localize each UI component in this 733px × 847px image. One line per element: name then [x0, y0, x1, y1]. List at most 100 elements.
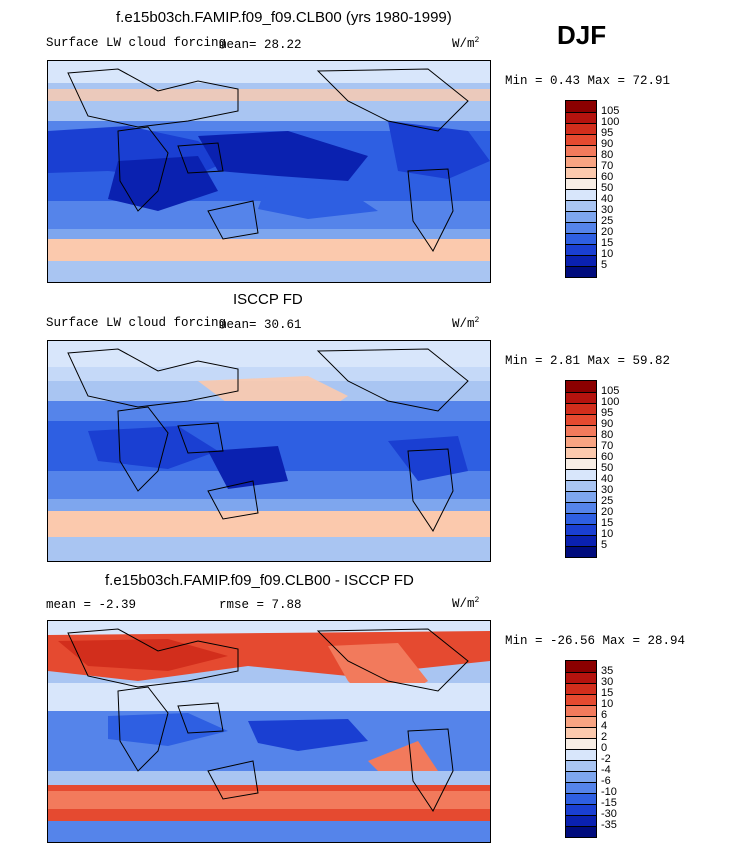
- colorbar-tick-label: 20: [601, 226, 614, 238]
- colorbar-swatch: [566, 661, 596, 672]
- colorbar-tick-label: -10: [601, 786, 617, 798]
- colorbar-tick-label: 25: [601, 215, 614, 227]
- panel3-rmse: rmse = 7.88: [219, 598, 302, 612]
- colorbar-swatch: [566, 392, 596, 403]
- panel2-units: W/m2: [452, 316, 480, 332]
- colorbar-swatch: [566, 491, 596, 502]
- colorbar-tick-label: 25: [601, 495, 614, 507]
- colorbar-swatch: [566, 178, 596, 189]
- colorbar-swatch: [566, 167, 596, 178]
- panel2-minmax: Min = 2.81 Max = 59.82: [505, 354, 671, 368]
- panel3-minmax: Min = -26.56 Max = 28.94: [505, 634, 686, 648]
- colorbar-tick-label: -15: [601, 797, 617, 809]
- colorbar-swatch: [566, 738, 596, 749]
- colorbar-swatch: [566, 222, 596, 233]
- panel3-units: W/m2: [452, 596, 480, 612]
- colorbar-swatch: [566, 381, 596, 392]
- colorbar-tick-label: 100: [601, 116, 620, 128]
- colorbar-tick-label: 50: [601, 182, 614, 194]
- panel1-variable: Surface LW cloud forcing: [46, 36, 227, 50]
- colorbar-tick-label: 2: [601, 731, 608, 743]
- colorbar-tick-label: 10: [601, 528, 614, 540]
- panel3-mean: mean = -2.39: [46, 598, 137, 612]
- colorbar-tick-label: 80: [601, 429, 614, 441]
- colorbar-swatch: [566, 266, 596, 277]
- colorbar-swatch: [566, 683, 596, 694]
- colorbar-tick-label: 70: [601, 160, 614, 172]
- colorbar-swatch: [566, 782, 596, 793]
- colorbar-tick-label: 15: [601, 687, 614, 699]
- colorbar-tick-label: -30: [601, 808, 617, 820]
- colorbar-swatch: [566, 804, 596, 815]
- colorbar-swatch: [566, 749, 596, 760]
- colorbar-swatch: [566, 189, 596, 200]
- panel3-map: [47, 620, 491, 843]
- panel1-mean: mean= 28.22: [219, 38, 302, 52]
- panel2-mean: mean= 30.61: [219, 318, 302, 332]
- colorbar-tick-label: 10: [601, 698, 614, 710]
- colorbar-swatch: [566, 101, 596, 112]
- colorbar-tick-label: 20: [601, 506, 614, 518]
- colorbar-swatch: [566, 156, 596, 167]
- colorbar-tick-label: 5: [601, 539, 608, 551]
- colorbar-tick-label: 6: [601, 709, 608, 721]
- colorbar-swatch: [566, 793, 596, 804]
- colorbar-swatch: [566, 815, 596, 826]
- colorbar-tick-label: 90: [601, 138, 614, 150]
- colorbar-swatch: [566, 502, 596, 513]
- panel3-title: f.e15b03ch.FAMIP.f09_f09.CLB00 - ISCCP F…: [105, 572, 414, 589]
- colorbar-swatch: [566, 425, 596, 436]
- colorbar-swatch: [566, 145, 596, 156]
- colorbar-swatch: [566, 403, 596, 414]
- colorbar-tick-label: 100: [601, 396, 620, 408]
- colorbar-swatch: [566, 436, 596, 447]
- panel1-colorbar: [565, 100, 597, 278]
- colorbar-swatch: [566, 727, 596, 738]
- colorbar-tick-label: -4: [601, 764, 611, 776]
- colorbar-tick-label: 30: [601, 676, 614, 688]
- colorbar-tick-label: 60: [601, 451, 614, 463]
- colorbar-swatch: [566, 211, 596, 222]
- colorbar-swatch: [566, 112, 596, 123]
- colorbar-tick-label: 30: [601, 204, 614, 216]
- colorbar-swatch: [566, 134, 596, 145]
- colorbar-tick-label: -6: [601, 775, 611, 787]
- colorbar-swatch: [566, 244, 596, 255]
- colorbar-tick-label: 105: [601, 105, 620, 117]
- colorbar-tick-label: 15: [601, 237, 614, 249]
- season-label: DJF: [557, 20, 607, 50]
- colorbar-swatch: [566, 123, 596, 134]
- colorbar-swatch: [566, 716, 596, 727]
- colorbar-swatch: [566, 414, 596, 425]
- colorbar-swatch: [566, 826, 596, 837]
- colorbar-tick-label: 60: [601, 171, 614, 183]
- panel2-variable: Surface LW cloud forcing: [46, 316, 227, 330]
- panel2-map: [47, 340, 491, 562]
- colorbar-swatch: [566, 458, 596, 469]
- panel3-colorbar: [565, 660, 597, 838]
- colorbar-swatch: [566, 480, 596, 491]
- colorbar-tick-label: -2: [601, 753, 611, 765]
- colorbar-swatch: [566, 694, 596, 705]
- colorbar-swatch: [566, 760, 596, 771]
- colorbar-swatch: [566, 200, 596, 211]
- colorbar-tick-label: 0: [601, 742, 608, 754]
- colorbar-tick-label: -35: [601, 819, 617, 831]
- colorbar-tick-label: 5: [601, 259, 608, 271]
- colorbar-swatch: [566, 513, 596, 524]
- panel1-map: [47, 60, 491, 283]
- colorbar-tick-label: 105: [601, 385, 620, 397]
- colorbar-tick-label: 10: [601, 248, 614, 260]
- colorbar-tick-label: 40: [601, 473, 614, 485]
- colorbar-swatch: [566, 233, 596, 244]
- panel1-title: f.e15b03ch.FAMIP.f09_f09.CLB00 (yrs 1980…: [116, 9, 452, 26]
- colorbar-swatch: [566, 771, 596, 782]
- panel1-minmax: Min = 0.43 Max = 72.91: [505, 74, 671, 88]
- panel2-title: ISCCP FD: [233, 291, 303, 308]
- colorbar-swatch: [566, 447, 596, 458]
- colorbar-swatch: [566, 705, 596, 716]
- panel2-colorbar: [565, 380, 597, 558]
- colorbar-tick-label: 40: [601, 193, 614, 205]
- colorbar-tick-label: 95: [601, 127, 614, 139]
- colorbar-swatch: [566, 535, 596, 546]
